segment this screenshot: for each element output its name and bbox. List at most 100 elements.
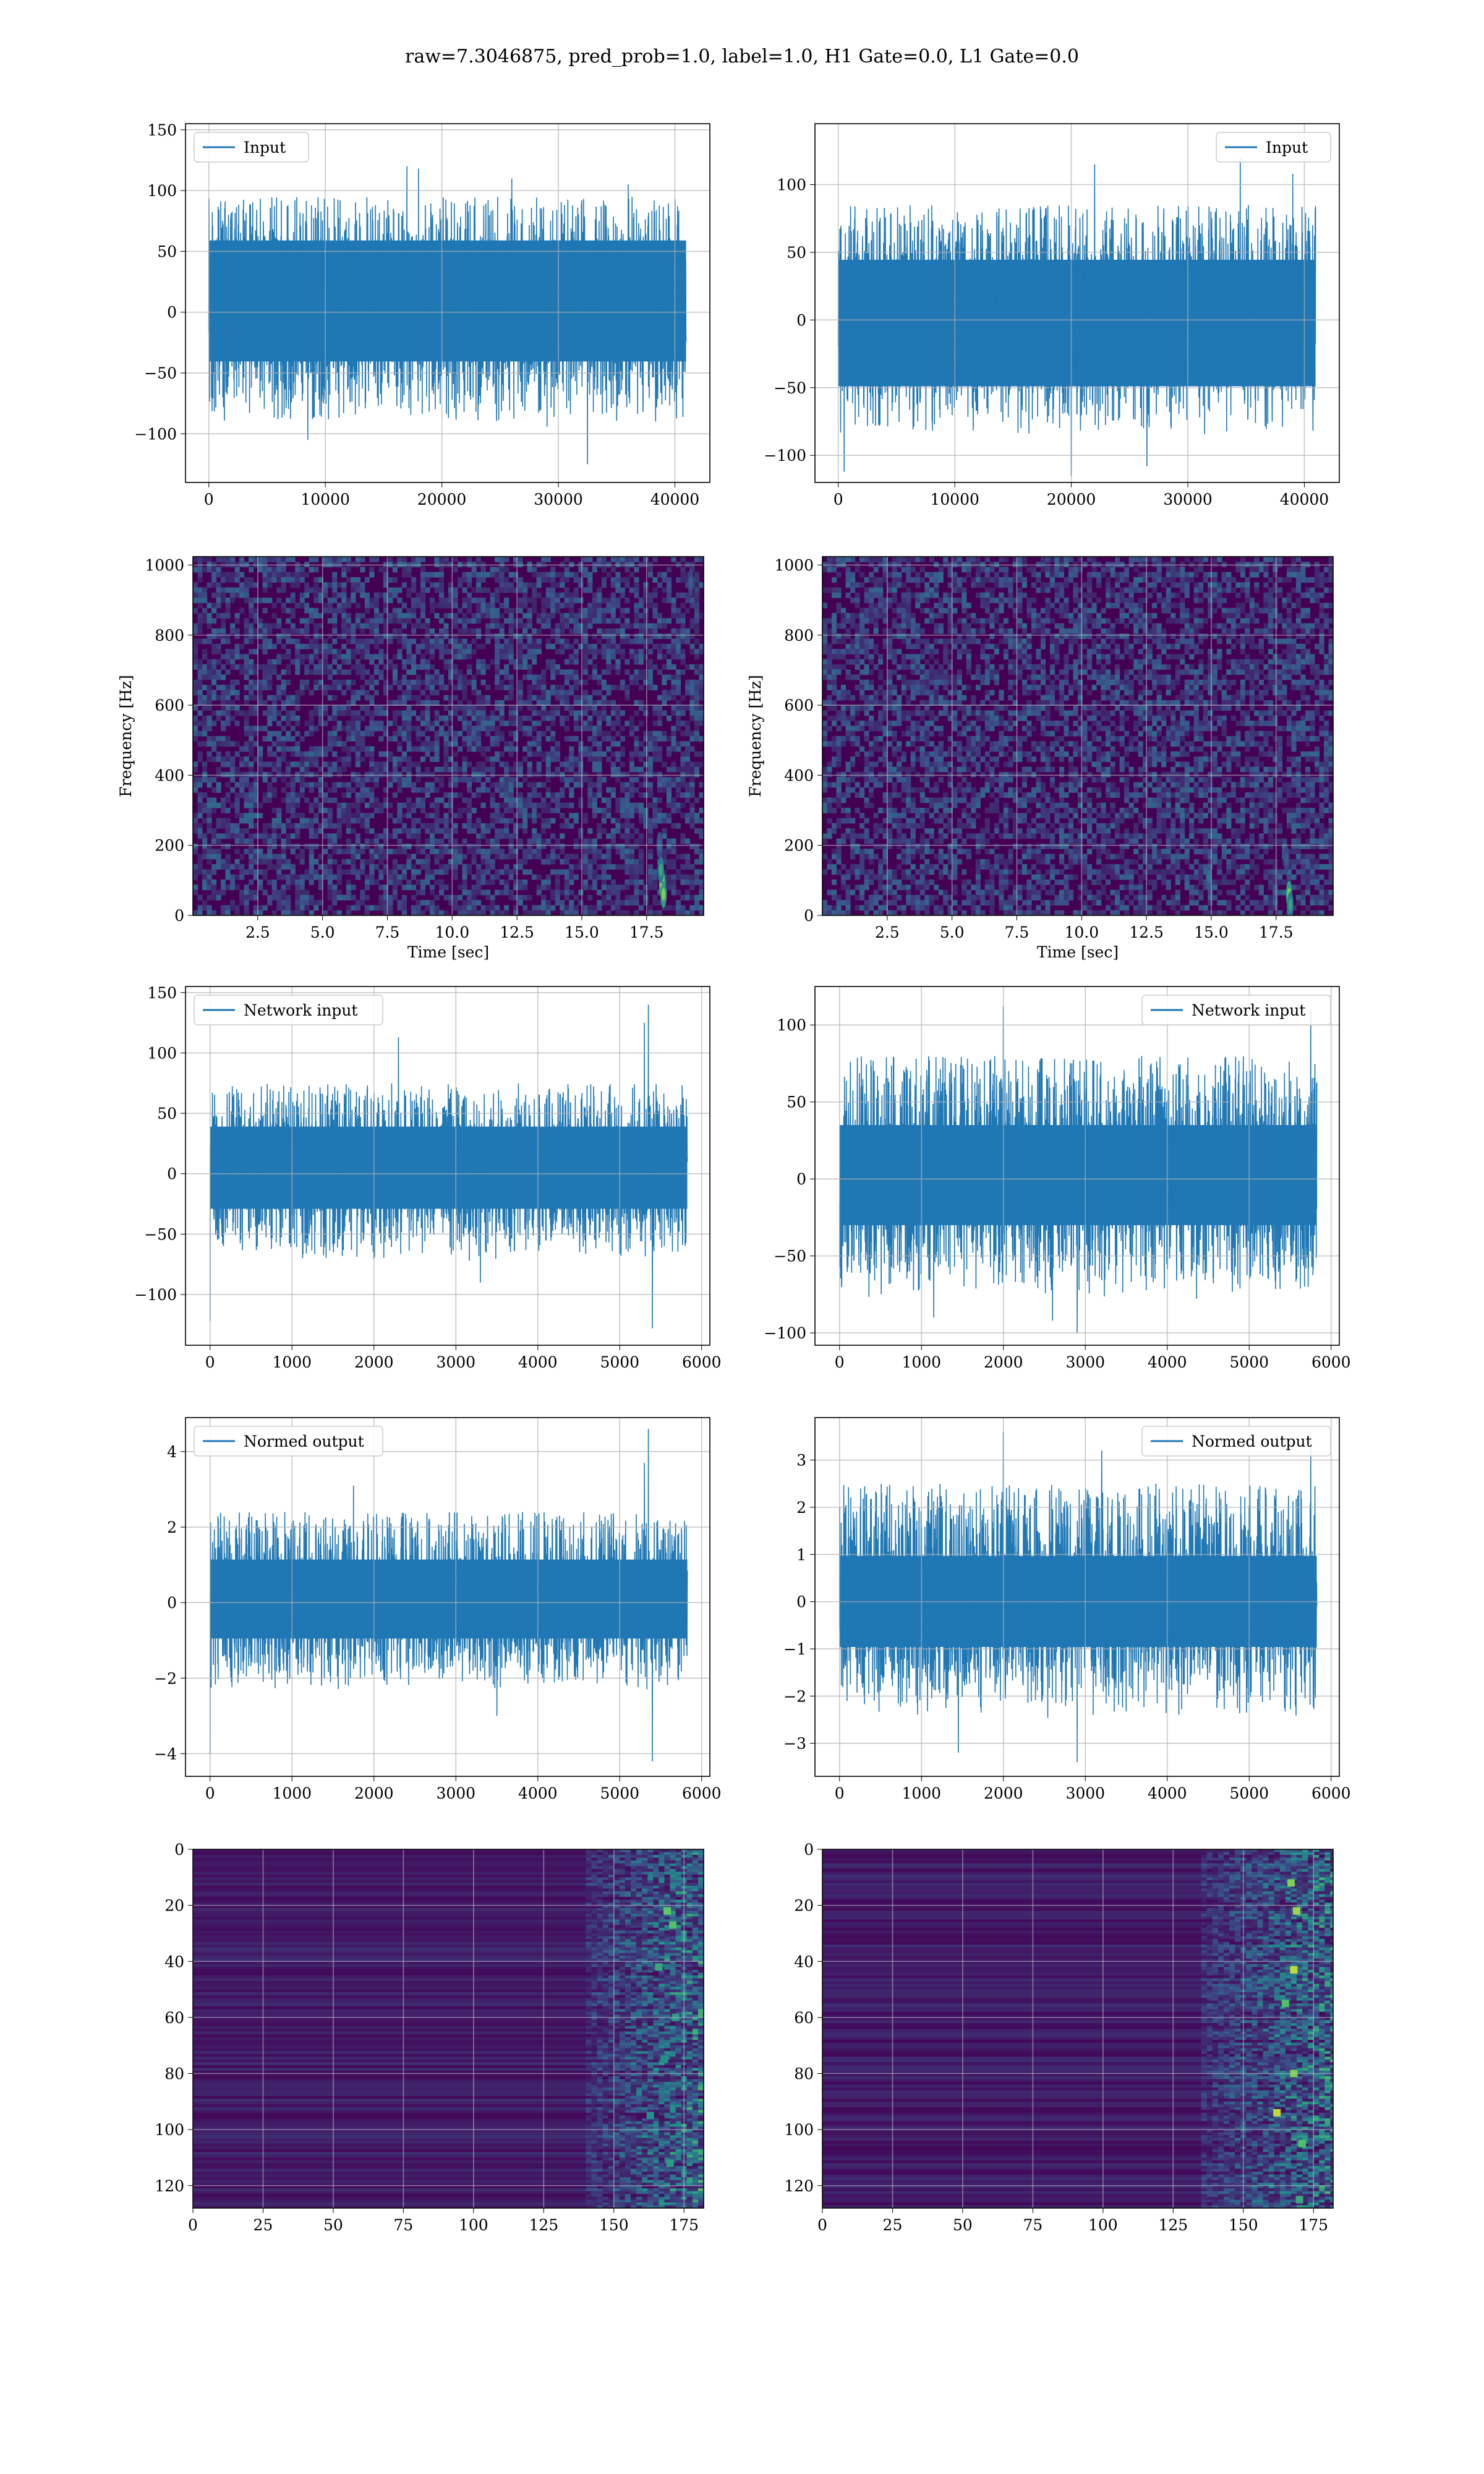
heatmap-cell: [373, 710, 379, 716]
heatmap-cell: [1143, 557, 1148, 562]
heatmap-cell: [406, 638, 412, 644]
heatmap-cell: [462, 726, 467, 732]
heatmap-cell: [378, 613, 384, 619]
heatmap-cell: [699, 869, 704, 875]
heatmap-cell: [657, 787, 663, 793]
heatmap-cell: [323, 808, 328, 813]
heatmap-cell: [443, 894, 449, 901]
heatmap-cell: [620, 607, 625, 614]
heatmap-cell: [471, 715, 477, 721]
heatmap-cell: [258, 772, 263, 777]
heatmap-cell: [406, 858, 412, 865]
heatmap-cell: [573, 874, 579, 880]
heatmap-cell: [416, 833, 421, 839]
heatmap-cell: [490, 849, 495, 855]
heatmap-cell: [606, 802, 612, 808]
heatmap-cell: [239, 607, 245, 614]
heatmap-cell: [216, 643, 221, 649]
heatmap-cell: [625, 854, 630, 860]
heatmap-cell: [230, 905, 236, 911]
heatmap-cell: [267, 669, 273, 675]
heatmap-cell: [1161, 562, 1167, 568]
heatmap-cell: [332, 669, 338, 675]
heatmap-cell: [234, 562, 240, 568]
heatmap-cell: [597, 557, 602, 562]
heatmap-cell: [647, 910, 653, 915]
heatmap-cell: [467, 797, 472, 803]
heatmap-cell: [582, 705, 588, 711]
heatmap-cell: [332, 607, 338, 614]
heatmap-cell: [699, 613, 704, 619]
heatmap-cell: [643, 613, 649, 619]
heatmap-cell: [625, 802, 630, 808]
heatmap-cell: [360, 593, 365, 598]
heatmap-cell: [467, 761, 472, 768]
heatmap-cell: [647, 664, 653, 670]
heatmap-cell: [281, 910, 286, 915]
heatmap-cell: [467, 849, 472, 855]
heatmap-cell: [216, 833, 221, 839]
heatmap-cell: [458, 628, 463, 634]
heatmap-cell: [458, 618, 463, 624]
heatmap-cell: [897, 562, 902, 568]
heatmap-cell: [341, 813, 347, 819]
heatmap-cell: [332, 900, 338, 906]
heatmap-cell: [429, 638, 435, 644]
heatmap-cell: [476, 633, 482, 640]
heatmap-cell: [1087, 571, 1093, 578]
heatmap-cell: [652, 813, 658, 819]
heatmap-cell: [276, 766, 282, 773]
heatmap-cell: [504, 808, 510, 813]
heatmap-cell: [346, 705, 351, 711]
heatmap-cell: [434, 910, 440, 915]
heatmap-cell: [448, 638, 454, 644]
heatmap-cell: [675, 782, 681, 788]
heatmap-cell: [467, 730, 472, 737]
heatmap-cell: [550, 751, 556, 757]
heatmap-cell: [355, 690, 360, 696]
heatmap-cell: [919, 567, 925, 573]
heatmap-cell: [281, 557, 286, 562]
heatmap-cell: [453, 869, 458, 875]
heatmap-cell: [573, 736, 579, 742]
heatmap-cell: [564, 854, 569, 860]
heatmap-cell: [295, 844, 301, 849]
heatmap-cell: [378, 772, 384, 777]
heatmap-cell: [666, 838, 672, 844]
heatmap-cell: [327, 643, 333, 649]
heatmap-cell: [845, 582, 851, 588]
heatmap-cell: [620, 787, 625, 793]
heatmap-cell: [295, 721, 301, 727]
heatmap-cell: [299, 643, 305, 649]
heatmap-cell: [573, 777, 579, 783]
heatmap-cell: [336, 833, 342, 839]
heatmap-cell: [295, 884, 301, 891]
heatmap-cell: [657, 808, 663, 813]
heatmap-cell: [476, 864, 482, 870]
heatmap-cell: [675, 685, 681, 691]
heatmap-cell: [388, 751, 393, 757]
heatmap-cell: [564, 638, 569, 644]
heatmap-cell: [434, 730, 440, 737]
heatmap-cell: [629, 571, 634, 578]
heatmap-cell: [666, 715, 672, 721]
heatmap-cell: [694, 577, 700, 583]
heatmap-cell: [467, 844, 472, 849]
heatmap-cell: [290, 628, 296, 634]
heatmap-cell: [471, 613, 477, 619]
heatmap-cell: [527, 838, 532, 844]
heatmap-cell: [286, 746, 291, 752]
heatmap-cell: [527, 613, 532, 619]
heatmap-cell: [1208, 582, 1213, 588]
heatmap-cell: [286, 679, 291, 685]
heatmap-cell: [420, 664, 426, 670]
heatmap-cell: [249, 808, 254, 813]
heatmap-cell: [281, 874, 286, 880]
heatmap-cell: [504, 567, 510, 573]
heatmap-cell: [680, 669, 686, 675]
heatmap-cell: [360, 557, 365, 562]
heatmap-cell: [373, 623, 379, 629]
heatmap-cell: [1263, 557, 1269, 562]
heatmap-cell: [458, 679, 463, 685]
heatmap-cell: [1021, 577, 1027, 583]
